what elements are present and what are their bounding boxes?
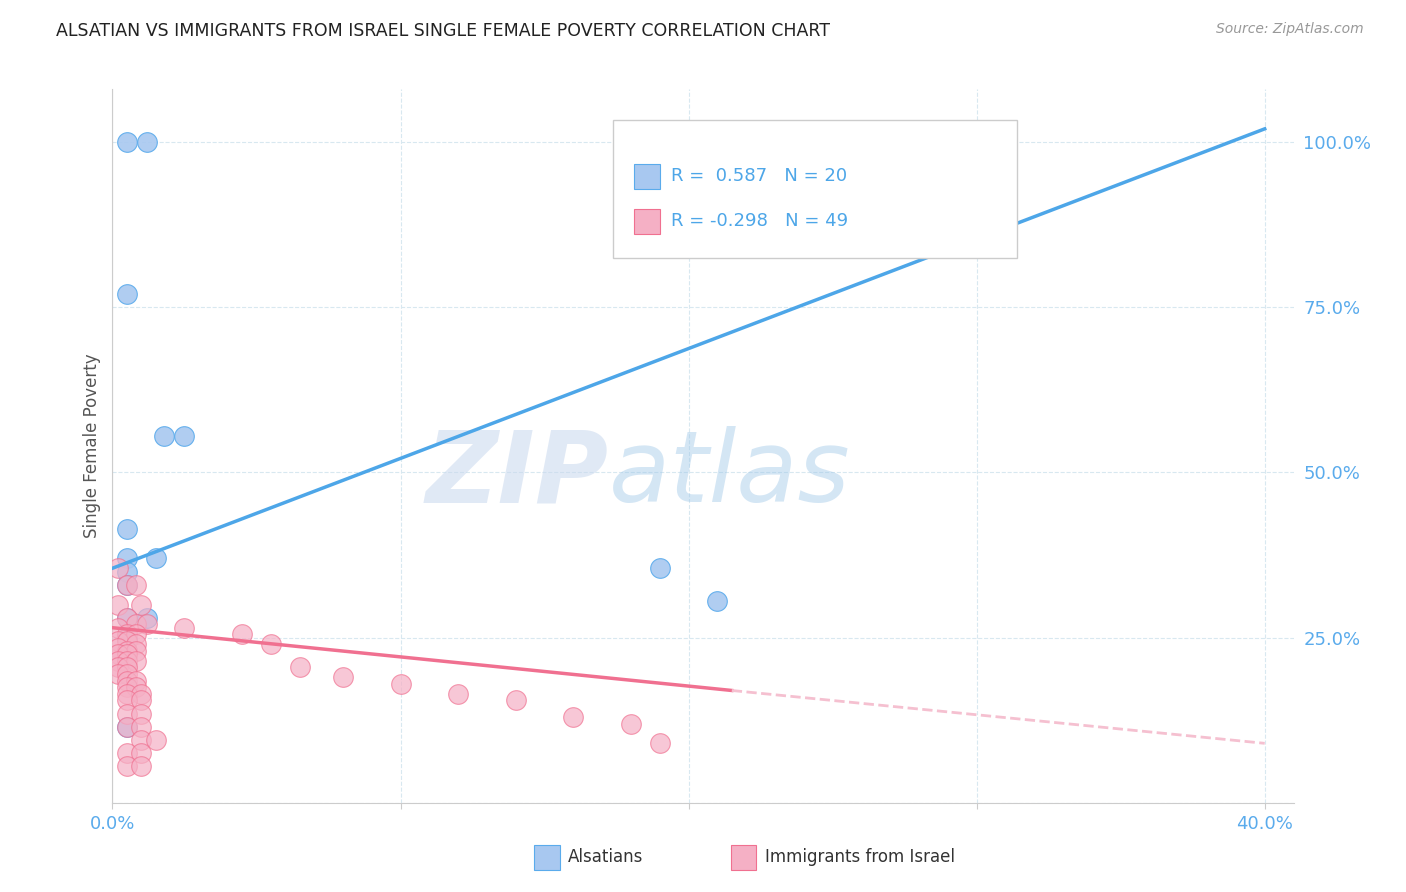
Point <box>129 693 152 707</box>
Point <box>115 647 138 661</box>
Text: R =  0.587   N = 20: R = 0.587 N = 20 <box>671 168 846 186</box>
Point <box>115 687 138 701</box>
Point <box>115 746 138 760</box>
Point <box>115 611 138 625</box>
Text: atlas: atlas <box>609 426 851 523</box>
Point <box>124 637 146 651</box>
Point <box>115 667 138 681</box>
Point <box>107 561 129 575</box>
Point <box>129 598 152 612</box>
Point <box>115 287 138 301</box>
Point <box>115 706 138 721</box>
Text: ZIP: ZIP <box>426 426 609 523</box>
Y-axis label: Single Female Poverty: Single Female Poverty <box>83 354 101 538</box>
Point <box>129 687 152 701</box>
Point <box>107 634 129 648</box>
Point <box>115 654 138 668</box>
Point <box>648 561 671 575</box>
Point <box>129 759 152 773</box>
Point <box>332 670 354 684</box>
Point <box>389 677 412 691</box>
Point <box>124 680 146 694</box>
Point <box>115 565 138 579</box>
Point <box>620 716 643 731</box>
Point <box>107 660 129 674</box>
Point <box>115 522 138 536</box>
Point <box>115 693 138 707</box>
Point <box>136 617 159 632</box>
Point <box>115 680 138 694</box>
Point <box>129 746 152 760</box>
Point <box>562 710 585 724</box>
Point <box>115 578 138 592</box>
Point <box>136 135 159 149</box>
Point <box>107 598 129 612</box>
Point <box>129 720 152 734</box>
Point <box>288 660 311 674</box>
Point <box>124 673 146 688</box>
Point <box>107 640 129 655</box>
Point <box>173 621 195 635</box>
Point <box>115 673 138 688</box>
Point <box>115 627 138 641</box>
Point <box>115 135 138 149</box>
Point <box>107 621 129 635</box>
Point <box>115 578 138 592</box>
Point <box>260 637 283 651</box>
Text: Source: ZipAtlas.com: Source: ZipAtlas.com <box>1216 22 1364 37</box>
Point <box>129 733 152 747</box>
Point <box>124 644 146 658</box>
Point <box>124 617 146 632</box>
Point <box>115 720 138 734</box>
Point <box>706 594 728 608</box>
Point <box>447 687 470 701</box>
Point <box>145 733 167 747</box>
Point <box>129 706 152 721</box>
Point <box>231 627 253 641</box>
Point <box>115 634 138 648</box>
Point <box>124 578 146 592</box>
Point <box>107 654 129 668</box>
Point <box>145 551 167 566</box>
Point <box>505 693 527 707</box>
Point <box>115 551 138 566</box>
Point <box>115 660 138 674</box>
Point <box>124 654 146 668</box>
Point <box>648 736 671 750</box>
Point <box>115 631 138 645</box>
Point <box>115 759 138 773</box>
Point <box>107 647 129 661</box>
Text: Immigrants from Israel: Immigrants from Israel <box>765 848 955 866</box>
Text: ALSATIAN VS IMMIGRANTS FROM ISRAEL SINGLE FEMALE POVERTY CORRELATION CHART: ALSATIAN VS IMMIGRANTS FROM ISRAEL SINGL… <box>56 22 830 40</box>
Point <box>107 667 129 681</box>
Point <box>115 644 138 658</box>
Point <box>124 627 146 641</box>
Text: R = -0.298   N = 49: R = -0.298 N = 49 <box>671 212 848 230</box>
Point <box>115 720 138 734</box>
Point <box>173 429 195 443</box>
Text: Alsatians: Alsatians <box>568 848 644 866</box>
Point <box>136 611 159 625</box>
Point <box>153 429 176 443</box>
Point <box>115 611 138 625</box>
